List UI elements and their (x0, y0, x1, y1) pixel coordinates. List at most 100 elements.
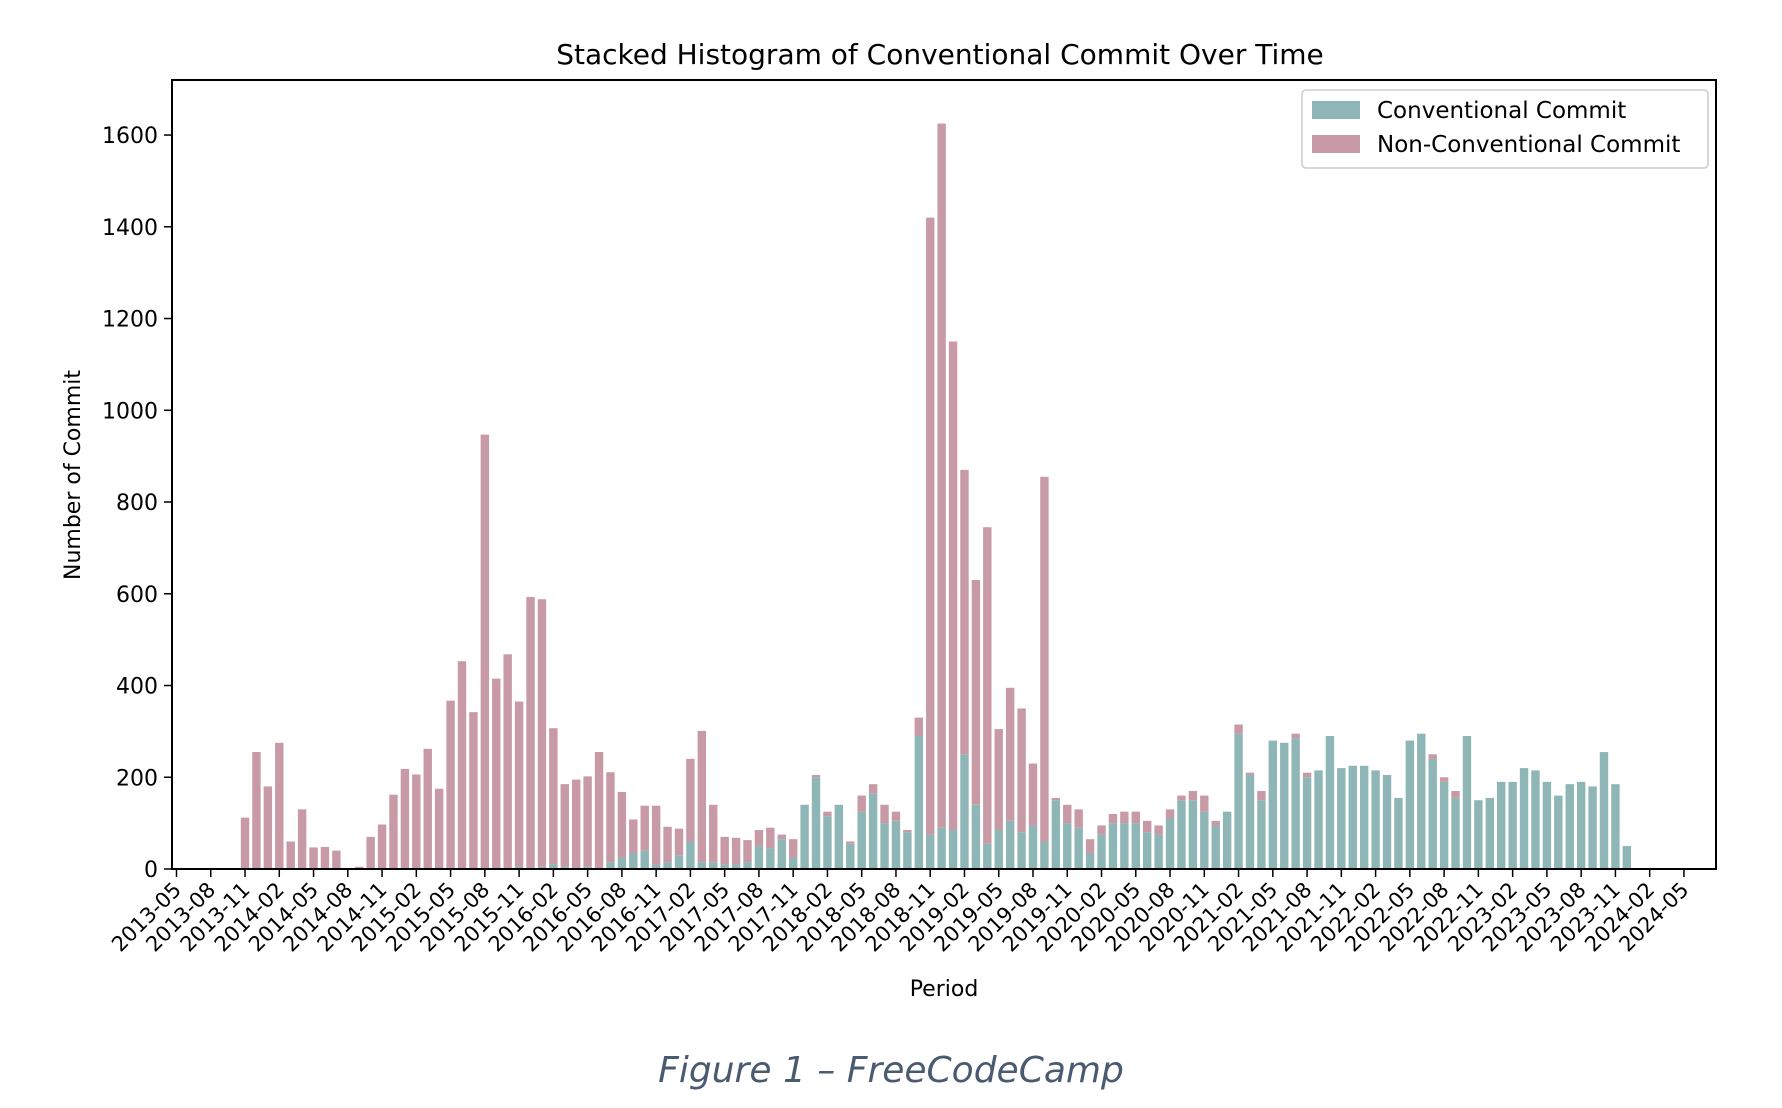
bar-non-conventional (709, 804, 718, 863)
bar-non-conventional (720, 836, 729, 865)
bar-conventional (1245, 774, 1255, 869)
y-tick-label: 400 (116, 675, 158, 700)
bar-non-conventional (1257, 791, 1266, 801)
bar-conventional (800, 804, 809, 869)
bar-conventional (1120, 823, 1129, 869)
bar-conventional (1040, 841, 1049, 869)
bar-conventional (1371, 770, 1380, 870)
bar-non-conventional (252, 752, 261, 869)
bar-non-conventional (606, 772, 615, 863)
bar-non-conventional (389, 794, 398, 869)
bar-non-conventional (1245, 772, 1255, 775)
bar-non-conventional (1211, 820, 1220, 826)
bar-conventional (1474, 800, 1483, 869)
y-tick-label: 800 (116, 491, 158, 516)
bar-conventional (1143, 832, 1152, 869)
bar-conventional (720, 864, 729, 869)
bar-conventional (1211, 825, 1220, 869)
bar-non-conventional (651, 805, 661, 865)
bar-conventional (1359, 765, 1369, 869)
bar-conventional (1337, 768, 1346, 869)
bar-conventional (1291, 738, 1300, 869)
stacked-histogram-chart: Stacked Histogram of Conventional Commit… (61, 38, 1717, 1002)
bar-conventional (1257, 800, 1266, 869)
bar-conventional (857, 811, 866, 869)
x-axis: 2013-052013-082013-112014-022014-052014-… (107, 869, 1693, 957)
bar-conventional (1576, 781, 1586, 869)
bar-non-conventional (754, 830, 764, 847)
bar-non-conventional (1005, 687, 1015, 821)
bar-conventional (1451, 797, 1460, 869)
bar-conventional (1200, 811, 1209, 869)
bar-conventional (1485, 797, 1494, 869)
bar-conventional (1417, 733, 1426, 869)
bar-non-conventional (1165, 809, 1175, 819)
figure-caption: Figure 1 – FreeCodeCamp (658, 1050, 1124, 1091)
y-tick-label: 0 (144, 858, 158, 883)
bar-conventional (1074, 827, 1083, 869)
bar-conventional (743, 862, 752, 869)
bar-conventional (1519, 768, 1529, 869)
bar-non-conventional (434, 788, 444, 869)
bar-non-conventional (309, 847, 318, 869)
bar-non-conventional (1051, 797, 1061, 801)
bar-conventional (629, 852, 638, 869)
bar-non-conventional (731, 837, 741, 865)
bar-conventional (766, 848, 775, 869)
bar-conventional (983, 843, 992, 869)
bar-non-conventional (526, 596, 535, 869)
bar-conventional (880, 823, 889, 869)
bar-non-conventional (366, 836, 375, 869)
bar-non-conventional (1234, 724, 1243, 734)
bar-non-conventional (1302, 772, 1312, 778)
bar-non-conventional (332, 850, 341, 869)
bar-conventional (1222, 811, 1232, 869)
bar-non-conventional (983, 527, 992, 844)
bar-non-conventional (617, 791, 627, 858)
bar-non-conventional (914, 717, 923, 736)
bar-non-conventional (1291, 733, 1300, 739)
bar-non-conventional (400, 769, 410, 869)
bar-non-conventional (583, 776, 592, 867)
y-tick-label: 600 (116, 583, 158, 608)
bar-non-conventional (971, 580, 981, 805)
bar-conventional (1051, 800, 1061, 869)
bar-conventional (1280, 742, 1289, 869)
bar-non-conventional (275, 742, 284, 869)
bar-non-conventional (1188, 791, 1198, 801)
bar-non-conventional (743, 840, 752, 863)
bar-conventional (971, 804, 981, 869)
bar-conventional (1405, 740, 1415, 869)
bar-conventional (1439, 781, 1449, 869)
y-axis-label: Number of Commit (61, 370, 86, 580)
bar-non-conventional (1097, 825, 1106, 835)
bar-non-conventional (880, 804, 889, 824)
y-tick-label: 1200 (102, 308, 158, 333)
bar-non-conventional (663, 826, 672, 863)
bar-non-conventional (766, 827, 775, 849)
bar-conventional (651, 864, 661, 869)
y-tick-label: 1000 (102, 399, 158, 424)
bar-non-conventional (846, 841, 855, 844)
bar-non-conventional (263, 786, 273, 869)
bar-non-conventional (1120, 811, 1129, 824)
y-tick-label: 200 (116, 766, 158, 791)
bar-non-conventional (868, 784, 878, 794)
bar-conventional (868, 793, 878, 869)
bar-conventional (709, 862, 718, 869)
bar-non-conventional (503, 654, 512, 869)
bar-conventional (1394, 797, 1403, 869)
bar-conventional (1565, 784, 1574, 869)
bar-non-conventional (926, 217, 935, 835)
bar-non-conventional (1028, 763, 1038, 826)
bar-conventional (960, 754, 969, 869)
bar-non-conventional (994, 729, 1003, 831)
bar-conventional (1131, 823, 1140, 869)
bar-conventional (1097, 834, 1106, 869)
bar-conventional (1325, 735, 1335, 869)
bar-conventional (1599, 752, 1609, 869)
legend-label-non-conventional: Non-Conventional Commit (1377, 132, 1680, 158)
legend-swatch-conventional (1312, 101, 1360, 119)
bar-conventional (1611, 784, 1620, 869)
bar-conventional (903, 832, 912, 869)
